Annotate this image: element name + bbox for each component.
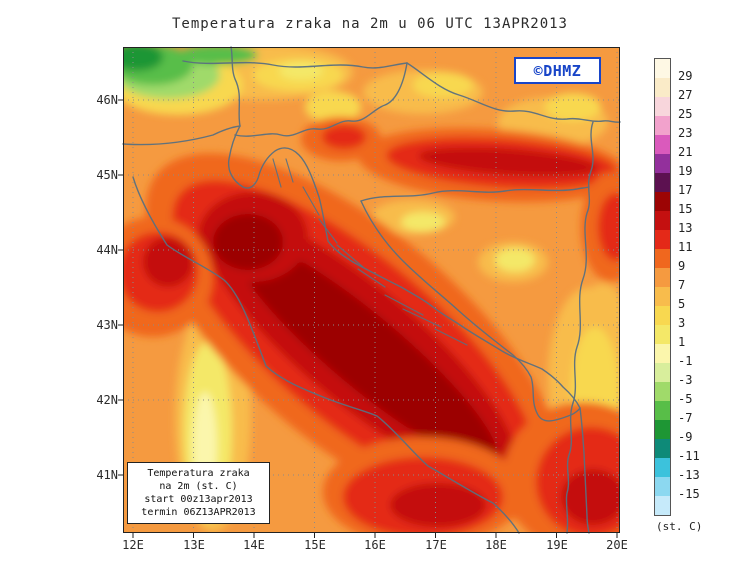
x-axis-label: 13E [183, 538, 205, 552]
run-info-line: Temperatura zraka [147, 468, 250, 479]
colorbar-tick-label: -3 [678, 373, 693, 387]
colorbar-swatch [655, 268, 670, 287]
colorbar-tick-label: 17 [678, 183, 693, 197]
colorbar-swatch [655, 173, 670, 192]
y-axis-label: 45N [96, 168, 118, 182]
y-axis-label: 43N [96, 318, 118, 332]
colorbar-swatch [655, 382, 670, 401]
x-axis-label: 19E [546, 538, 568, 552]
colorbar-tick-label: -13 [678, 468, 700, 482]
page-title: Temperatura zraka na 2m u 06 UTC 13APR20… [171, 16, 568, 32]
colorbar-tick-label: -5 [678, 392, 693, 406]
colorbar-swatch [655, 325, 670, 344]
colorbar-swatch [655, 116, 670, 135]
colorbar-tick-label: 9 [678, 259, 686, 273]
y-axis-label: 41N [96, 468, 118, 482]
coastlines-borders [122, 46, 621, 534]
colorbar-swatch [655, 59, 670, 78]
colorbar-tick-labels: 29 27 25 23 21 19 17 15 13 11 9 7 5 3 1 … [678, 67, 700, 504]
graticule [123, 47, 620, 533]
y-axis-label: 46N [96, 93, 118, 107]
colorbar-tick-label: 3 [678, 316, 686, 330]
map-frame [118, 47, 620, 538]
colorbar-tick-label: 15 [678, 202, 693, 216]
colorbar-tick-label: 5 [678, 297, 686, 311]
colorbar-tick-label: -7 [678, 411, 693, 425]
map-area: ©DHMZ Temperatura zraka na 2m (st. C) st… [118, 46, 621, 538]
colorbar-swatch [655, 287, 670, 306]
colorbar-swatch [655, 192, 670, 211]
colorbar-tick-label: -9 [678, 430, 693, 444]
colorbar-tick-label: 27 [678, 88, 693, 102]
colorbar-swatch [655, 420, 670, 439]
colorbar-swatch [655, 496, 670, 515]
colorbar-swatch [655, 211, 670, 230]
colorbar-tick-label: -15 [678, 487, 700, 501]
x-axis-label: 16E [364, 538, 386, 552]
run-info-line: termin 06Z13APR2013 [141, 507, 256, 518]
colorbar-tick-label: -11 [678, 449, 700, 463]
x-axis-label: 20E [606, 538, 628, 552]
colorbar-swatch [655, 477, 670, 496]
x-axis-label: 17E [425, 538, 447, 552]
temperature-map-canvas [118, 46, 621, 538]
colorbar-tick-label: 21 [678, 145, 693, 159]
colorbar-swatch [655, 306, 670, 325]
x-axis-label: 12E [122, 538, 144, 552]
colorbar-swatch [655, 401, 670, 420]
colorbar-tick-label: -1 [678, 354, 693, 368]
colorbar-swatch [655, 458, 670, 477]
colorbar-swatch [655, 97, 670, 116]
colorbar-tick-label: 13 [678, 221, 693, 235]
colorbar-swatch [655, 344, 670, 363]
colorbar-tick-label: 25 [678, 107, 693, 121]
colorbar-tick-label: 29 [678, 69, 693, 83]
dhmz-watermark: ©DHMZ [514, 57, 601, 84]
y-axis-label: 42N [96, 393, 118, 407]
run-info-line: na 2m (st. C) [159, 481, 238, 492]
colorbar-tick-label: 1 [678, 335, 686, 349]
y-axis-label: 44N [96, 243, 118, 257]
colorbar-swatch [655, 439, 670, 458]
colorbar-tick-label: 11 [678, 240, 693, 254]
colorbar-swatch [655, 154, 670, 173]
islands [272, 158, 468, 346]
colorbar: 29 27 25 23 21 19 17 15 13 11 9 7 5 3 1 … [654, 58, 738, 558]
x-axis-label: 14E [243, 538, 265, 552]
run-info-line: start 00z13apr2013 [144, 494, 253, 505]
colorbar-swatch [655, 249, 670, 268]
colorbar-swatch [655, 363, 670, 382]
colorbar-swatches [654, 58, 671, 516]
colorbar-swatch [655, 78, 670, 97]
colorbar-unit-label: (st. C) [656, 520, 703, 533]
colorbar-tick-label: 19 [678, 164, 693, 178]
run-info-box: Temperatura zraka na 2m (st. C) start 00… [127, 462, 270, 524]
colorbar-swatch [655, 135, 670, 154]
x-axis-label: 18E [485, 538, 507, 552]
colorbar-tick-label: 7 [678, 278, 686, 292]
colorbar-swatch [655, 230, 670, 249]
colorbar-tick-label: 23 [678, 126, 693, 140]
x-axis-label: 15E [304, 538, 326, 552]
